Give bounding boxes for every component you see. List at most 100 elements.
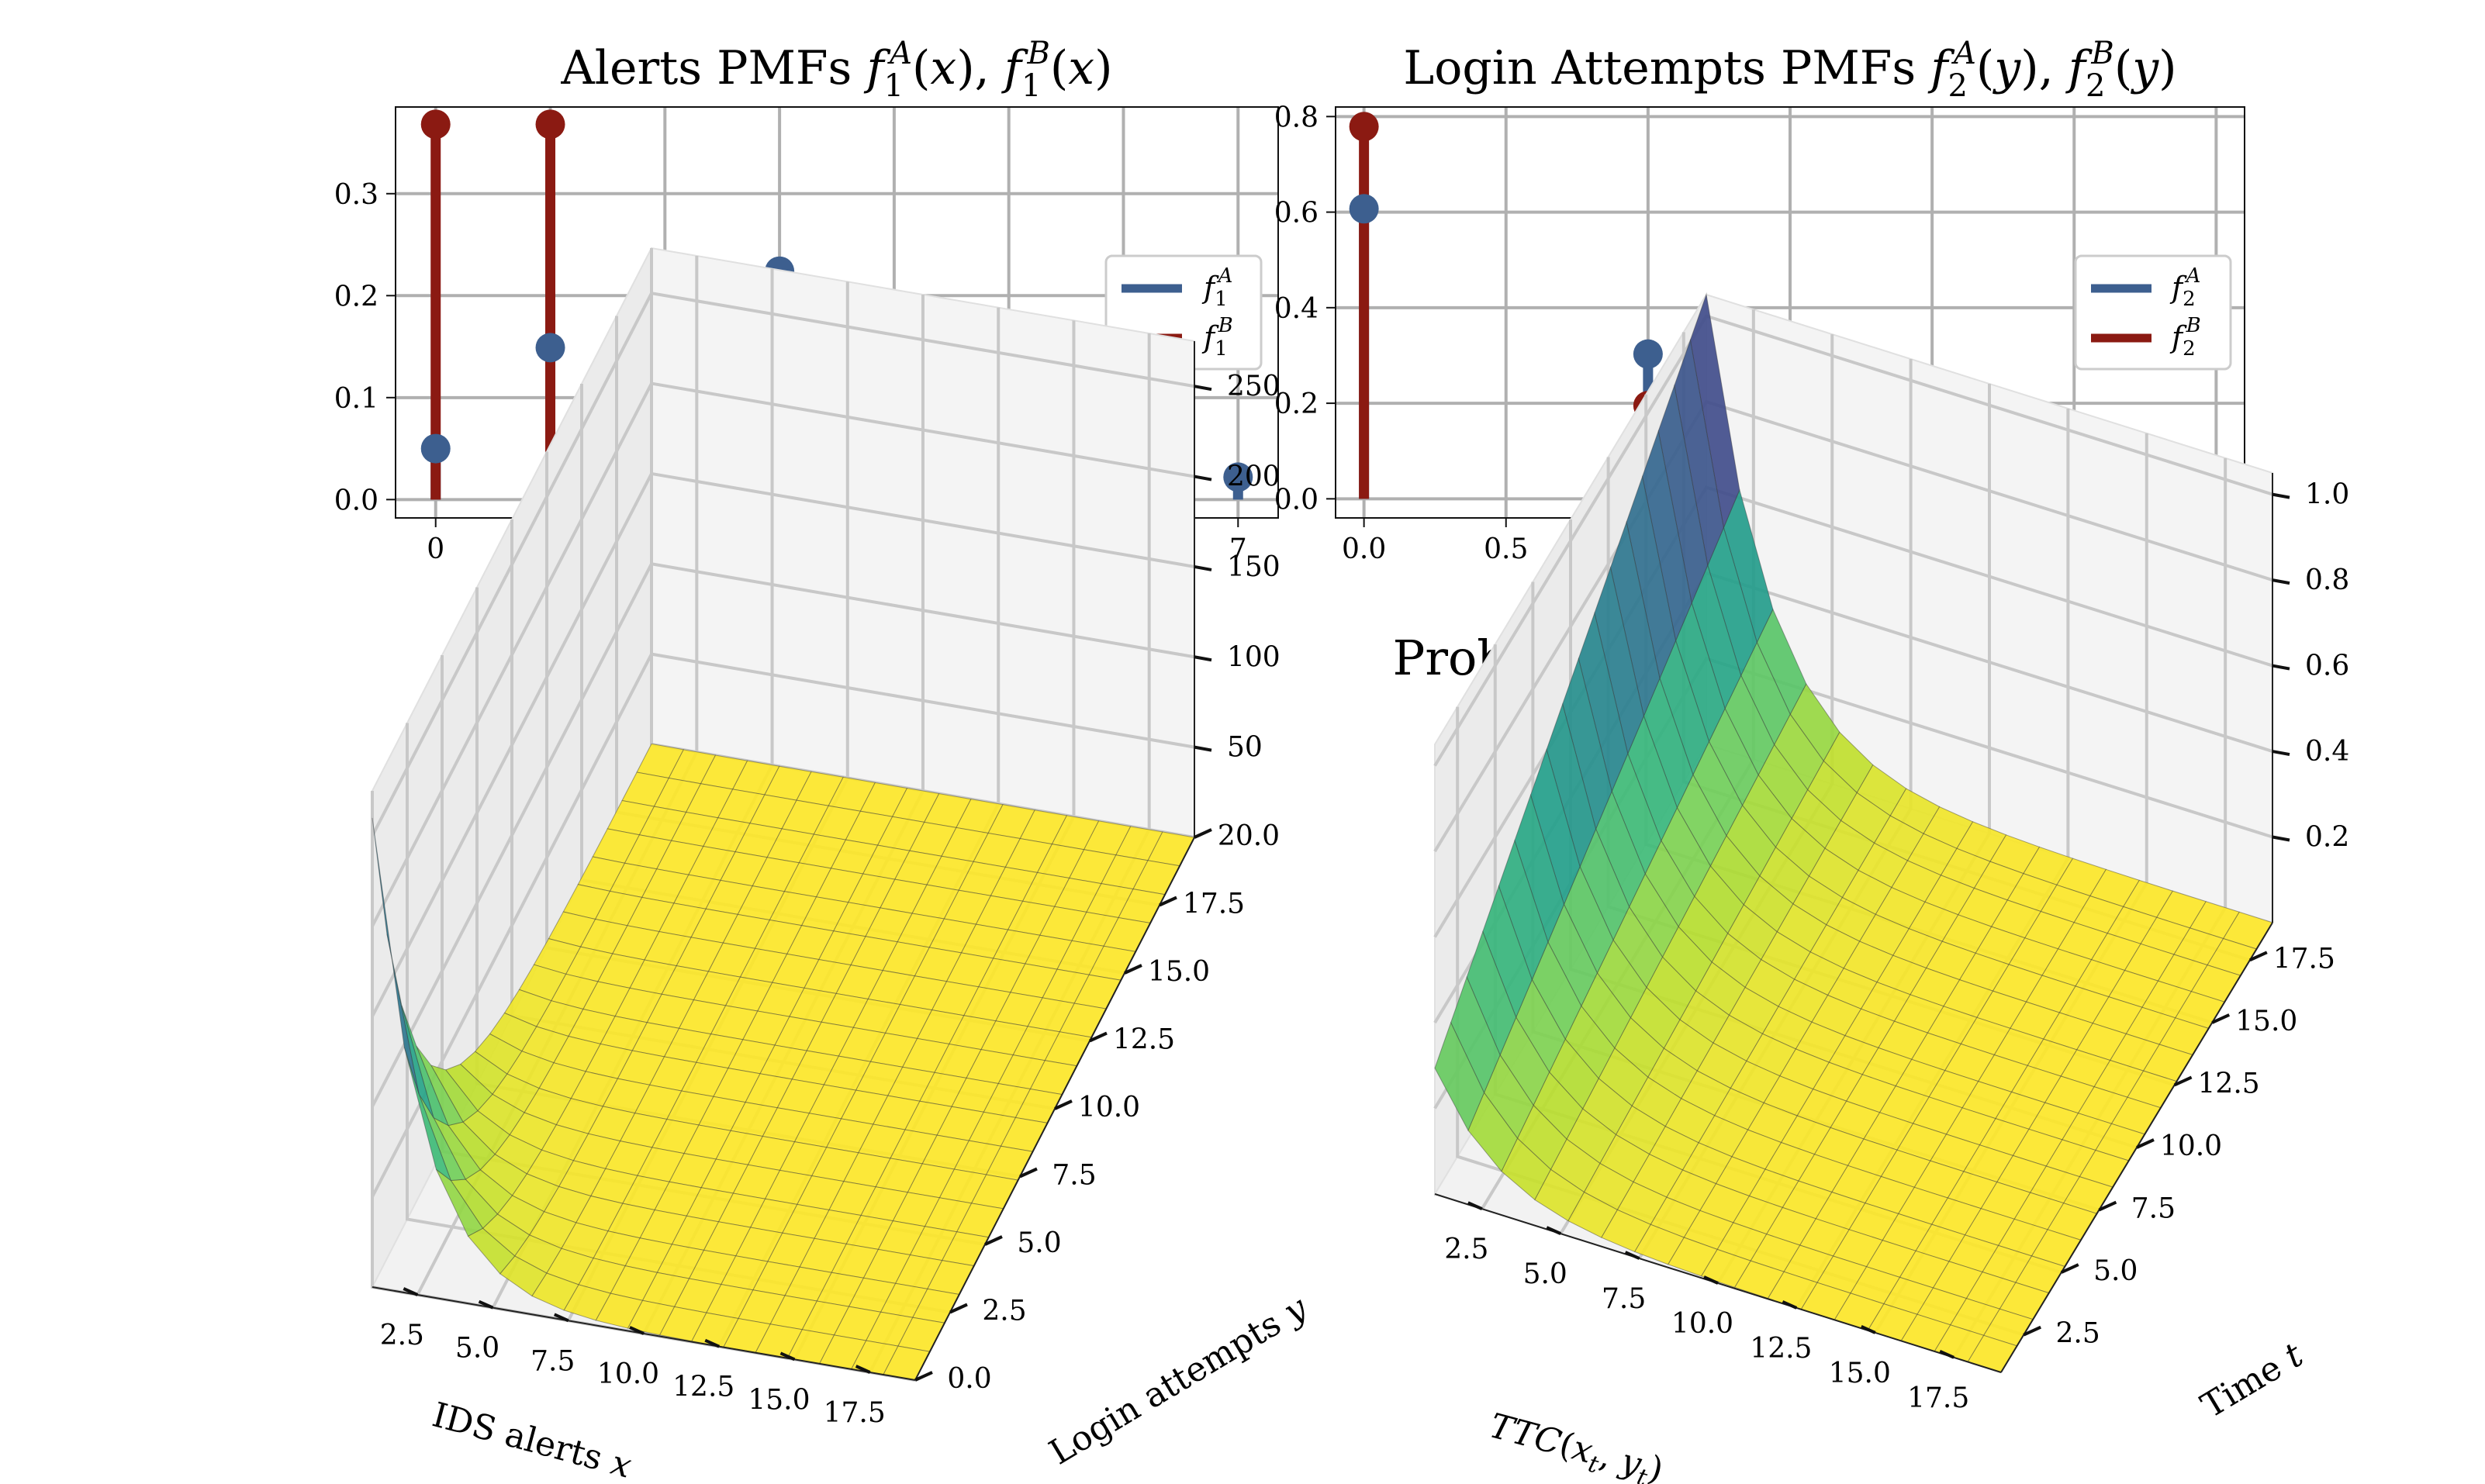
y-tick xyxy=(2211,1013,2231,1024)
surface-cell xyxy=(713,1068,761,1103)
surface-cell xyxy=(655,840,704,875)
z-tick xyxy=(1194,385,1212,392)
surface-cell xyxy=(1615,1105,1666,1155)
y-tick-label: 7.5 xyxy=(1052,1160,1096,1192)
y-tick-label: 0.0 xyxy=(1274,484,1319,516)
y-tick xyxy=(2060,1263,2079,1274)
z-tick-label: 0.2 xyxy=(2305,822,2349,854)
y-tick-label: 0.3 xyxy=(334,179,378,211)
surface-cell xyxy=(597,953,645,989)
surface-cell xyxy=(877,1220,926,1256)
z-tick xyxy=(1194,564,1212,571)
surface-cell xyxy=(1647,1047,1698,1099)
x-tick-label: 0.0 xyxy=(1342,533,1386,565)
surface-cell xyxy=(563,1284,611,1321)
surface-cell xyxy=(604,1141,653,1176)
surface-cell xyxy=(1674,338,1724,567)
surface-cell xyxy=(1643,677,1694,809)
surface-cell xyxy=(990,866,1039,902)
surface-cell xyxy=(477,1093,525,1136)
x-tick xyxy=(629,1326,645,1335)
surface-cell xyxy=(843,1152,891,1188)
surface-cell xyxy=(1832,1229,1883,1268)
surface-cell xyxy=(2173,927,2224,966)
surface-cell xyxy=(1958,952,2010,992)
surface-cell xyxy=(700,754,748,790)
surface-cell xyxy=(462,1110,510,1155)
surface-cell xyxy=(880,878,928,914)
x-tick-label: 12.5 xyxy=(1750,1333,1812,1365)
z-tick xyxy=(2272,578,2290,585)
y-tick-label: 12.5 xyxy=(1113,1024,1175,1056)
x-tick-label: 0 xyxy=(427,533,444,565)
x-tick-label: 15.0 xyxy=(748,1384,810,1416)
f1B-marker xyxy=(535,109,565,140)
surface-cell xyxy=(734,1227,783,1262)
x-tick-label: 10.0 xyxy=(597,1358,659,1390)
surface-cell xyxy=(673,874,721,909)
y-tick xyxy=(1159,896,1177,907)
y-tick-label: 20.0 xyxy=(1218,820,1280,852)
y-tick-label: 5.0 xyxy=(1017,1227,1061,1259)
y-tick-label: 0.0 xyxy=(947,1363,991,1395)
surface-cell xyxy=(707,942,756,978)
surface-cell xyxy=(766,828,814,864)
y-tick-label: 15.0 xyxy=(2235,1006,2297,1037)
surface-cell xyxy=(1010,963,1058,999)
surface-cell xyxy=(1101,854,1149,890)
surface-cell xyxy=(1775,817,1826,877)
surface-cell xyxy=(430,1065,479,1123)
surface-cell xyxy=(1650,1196,1701,1238)
surface-cell xyxy=(2045,1139,2096,1178)
surface-cell xyxy=(759,1044,807,1080)
surface-cell xyxy=(511,1173,560,1213)
surface-cell xyxy=(685,783,734,819)
x-tick xyxy=(478,1299,494,1310)
z-gridline xyxy=(371,291,1195,837)
y-tick-label: 15.0 xyxy=(1148,956,1210,988)
surface-cell xyxy=(737,885,786,921)
surface-cell xyxy=(617,1050,665,1085)
surface-cell xyxy=(1715,1156,1766,1197)
surface-cell xyxy=(1642,430,1692,642)
x-tick-label: 12.5 xyxy=(672,1372,734,1403)
surface-cell xyxy=(489,1012,537,1052)
x-tick xyxy=(1782,1300,1798,1310)
surface-cell xyxy=(823,1055,872,1091)
surface-cell xyxy=(531,1272,579,1311)
f2A-marker xyxy=(1349,194,1379,224)
ttc-surface-chart: TTC(x, y) 2.55.07.510.012.515.017.50.02.… xyxy=(371,247,1315,1484)
surface-cell xyxy=(762,1107,810,1143)
intrusion-y-label: Time t xyxy=(2194,1335,2310,1426)
surface-cell xyxy=(622,1175,670,1211)
x-tick-label: 2.5 xyxy=(380,1320,424,1351)
f1A-marker xyxy=(1223,462,1253,492)
z-tick xyxy=(1194,745,1212,752)
surface-cell xyxy=(747,1135,796,1171)
surface-cell xyxy=(754,919,803,954)
y-tick xyxy=(1089,1031,1108,1043)
surface-cell xyxy=(1599,1134,1650,1183)
z-tick-label: 0.6 xyxy=(2305,651,2349,682)
x-tick xyxy=(1624,1251,1640,1260)
surface-cell xyxy=(1899,1250,1950,1289)
surface-cell xyxy=(738,1289,786,1325)
surface-cell xyxy=(1975,926,2026,965)
y-tick xyxy=(914,1371,933,1382)
surface-cell xyxy=(767,1232,815,1268)
surface-cell xyxy=(859,782,908,817)
y-tick-label: 0.4 xyxy=(1274,293,1319,325)
surface-cell xyxy=(749,794,797,830)
z-tick-label: 200 xyxy=(1227,461,1281,493)
x-tick-label: 5.0 xyxy=(455,1333,499,1365)
y-tick xyxy=(1054,1099,1073,1110)
surface-cell xyxy=(1482,885,1533,1019)
y-tick xyxy=(2023,1325,2041,1337)
surface-cell xyxy=(602,1078,651,1114)
y-tick xyxy=(2136,1138,2155,1149)
surface-cell xyxy=(702,817,751,853)
z-tick-label: 50 xyxy=(1227,732,1263,764)
login-pmf-title: Login Attempts PMFs f2A(y), f2B(y) xyxy=(1403,36,2176,104)
surface-cell xyxy=(1945,1107,1996,1146)
z-tick-label: 0.8 xyxy=(2305,564,2349,596)
